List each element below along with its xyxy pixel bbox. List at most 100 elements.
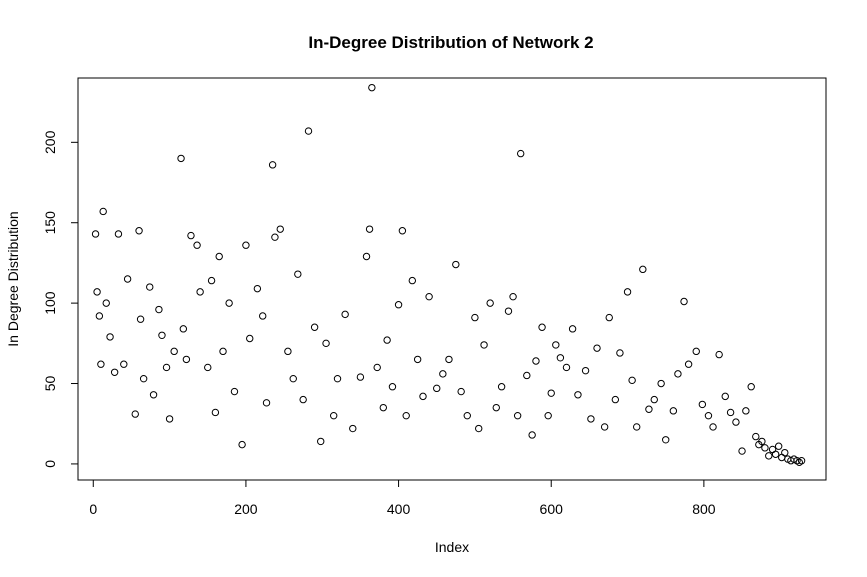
data-point: [457, 387, 465, 396]
data-point: [747, 383, 755, 391]
x-tick-label: 200: [234, 501, 258, 517]
data-point: [445, 355, 453, 364]
data-point: [623, 288, 632, 296]
data-point: [230, 387, 239, 396]
data-point: [394, 301, 403, 309]
data-point: [402, 411, 410, 420]
data-point: [139, 374, 148, 383]
data-point: [317, 437, 325, 446]
data-point: [373, 363, 381, 372]
data-point: [692, 347, 700, 356]
data-point: [93, 288, 101, 296]
data-point: [568, 325, 577, 333]
data-point: [709, 423, 717, 431]
data-point: [538, 323, 546, 331]
data-point: [581, 366, 590, 375]
data-point: [193, 241, 201, 249]
data-point: [310, 323, 319, 331]
y-tick-label: 200: [42, 130, 58, 154]
data-point: [639, 265, 647, 274]
y-axis-label: In Degree Distribution: [5, 211, 21, 346]
data-point: [738, 447, 746, 455]
data-point: [170, 347, 178, 356]
data-point: [149, 391, 158, 399]
data-point: [333, 374, 342, 383]
data-point: [715, 350, 723, 359]
data-point: [562, 363, 571, 372]
data-point: [368, 83, 376, 92]
data-point: [365, 225, 374, 233]
data-point: [304, 127, 313, 135]
data-point: [276, 225, 284, 233]
data-point: [605, 313, 613, 322]
chart-title: In-Degree Distribution of Network 2: [308, 33, 593, 52]
data-point: [262, 399, 271, 407]
data-point: [471, 313, 479, 322]
data-point: [761, 444, 769, 452]
data-point: [131, 410, 139, 418]
data-point: [299, 395, 307, 404]
data-point: [120, 360, 128, 368]
data-point: [552, 341, 560, 349]
data-point: [114, 230, 123, 238]
data-point: [204, 363, 212, 372]
data-point: [362, 252, 371, 261]
data-point: [155, 305, 163, 314]
data-point: [179, 325, 188, 333]
data-point: [574, 391, 582, 399]
data-point: [196, 288, 204, 296]
data-point: [425, 292, 433, 301]
data-point: [215, 252, 223, 261]
data-point: [795, 458, 803, 467]
data-point: [797, 457, 806, 465]
data-point: [793, 457, 801, 465]
data-point: [158, 331, 166, 339]
data-point: [379, 403, 388, 412]
data-point: [419, 392, 427, 401]
data-point: [162, 363, 171, 372]
data-point: [547, 389, 555, 397]
x-tick-label: 0: [89, 501, 97, 517]
data-point: [480, 341, 488, 349]
data-point: [439, 370, 447, 378]
x-tick-label: 800: [692, 501, 716, 517]
y-tick-label: 0: [42, 460, 58, 468]
data-point: [246, 334, 254, 343]
data-point: [680, 297, 688, 306]
data-point: [781, 448, 789, 457]
data-point: [95, 312, 104, 320]
y-tick-label: 100: [42, 291, 58, 315]
data-point: [544, 411, 552, 420]
data-point: [187, 231, 195, 240]
y-axis: 0 50 100 150 200: [42, 130, 79, 468]
data-point: [408, 276, 417, 285]
data-point: [742, 407, 750, 415]
data-point: [182, 355, 191, 364]
data-point: [616, 349, 624, 357]
x-axis: 0 200 400 600 800: [89, 479, 716, 517]
plot-frame: [77, 77, 827, 481]
data-point: [669, 407, 678, 415]
data-point: [207, 276, 216, 285]
data-point: [774, 442, 783, 450]
data-point: [177, 154, 185, 163]
y-tick-label: 50: [42, 376, 58, 392]
data-point: [146, 283, 154, 291]
data-point: [271, 233, 279, 241]
data-points: [91, 83, 806, 467]
data-point: [513, 411, 522, 420]
data-point: [698, 400, 707, 409]
data-point: [726, 408, 735, 417]
data-point: [253, 284, 262, 293]
data-point: [486, 299, 494, 307]
data-point: [165, 415, 174, 423]
data-point: [556, 354, 565, 362]
data-point: [463, 411, 471, 420]
data-point: [628, 376, 636, 385]
data-point: [356, 373, 365, 381]
data-point: [219, 347, 227, 356]
data-point: [765, 452, 773, 460]
data-point: [532, 357, 540, 365]
data-point: [633, 423, 641, 431]
